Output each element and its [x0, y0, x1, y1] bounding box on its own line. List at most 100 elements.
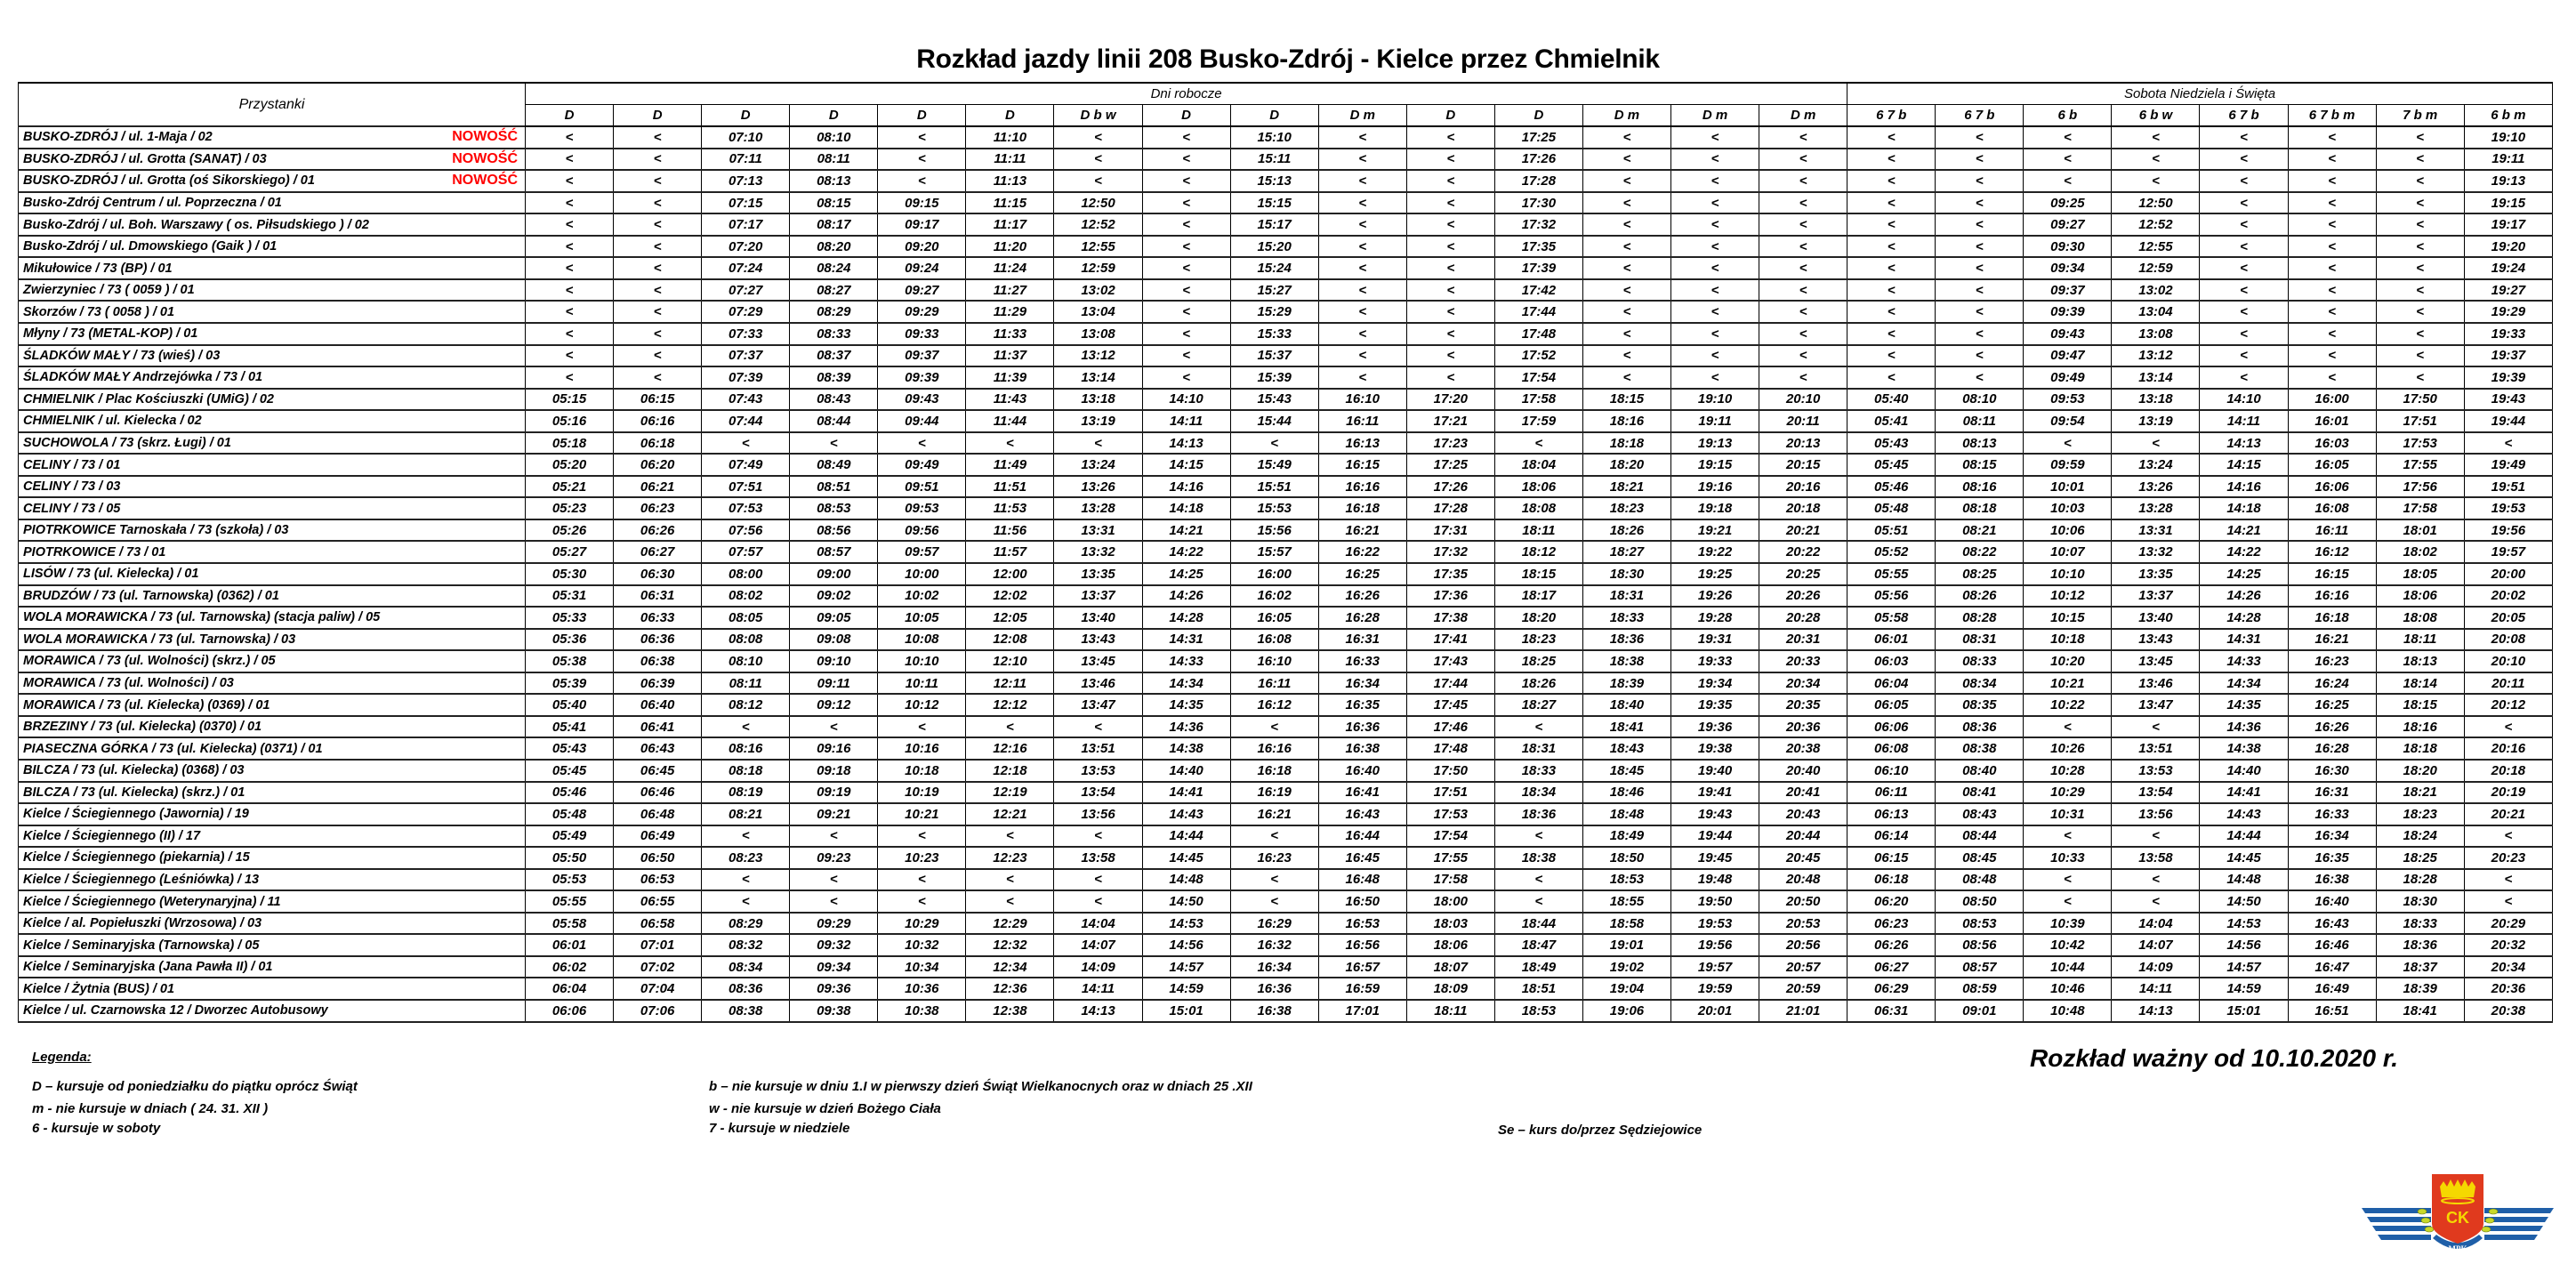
departure-time-cell: 18:18: [2375, 737, 2465, 761]
departure-time-cell: 20:15: [1759, 453, 1848, 477]
departure-time-cell: 16:11: [2287, 518, 2377, 543]
departure-time-cell: 18:28: [2375, 867, 2465, 892]
departure-time-cell: 18:00: [1405, 890, 1495, 914]
stop-name-cell: CELINY / 73 / 03: [18, 474, 526, 499]
departure-time-cell: 08:44: [789, 409, 879, 433]
departure-time-cell: <: [1317, 234, 1407, 259]
departure-time-cell: 14:10: [2199, 387, 2289, 412]
departure-time-cell: 20:43: [1759, 802, 1848, 826]
departure-time-cell: 18:44: [1493, 911, 1583, 936]
departure-time-cell: 18:12: [1493, 540, 1583, 565]
departure-time-cell: 19:35: [1670, 693, 1760, 717]
departure-time-cell: 13:32: [1053, 540, 1143, 565]
departure-time-cell: 14:36: [2199, 714, 2289, 739]
stop-name: Busko-Zdrój Centrum / ul. Poprzeczna / 0…: [23, 196, 282, 210]
departure-time-cell: 19:31: [1670, 627, 1760, 652]
departure-time-cell: <: [1759, 147, 1848, 172]
stop-name: Kielce / Ściegiennego (piekarnia) / 15: [23, 850, 250, 865]
departure-time-cell: 18:26: [1582, 518, 1672, 543]
departure-time-cell: 18:21: [2375, 780, 2465, 805]
departure-time-cell: 18:47: [1493, 933, 1583, 957]
departure-time-cell: 07:04: [613, 977, 703, 1001]
departure-time-cell: 06:29: [1847, 977, 1936, 1001]
departure-time-cell: <: [1759, 322, 1848, 346]
departure-time-cell: 19:43: [1670, 802, 1760, 826]
departure-time-cell: 11:39: [965, 366, 1055, 390]
table-row: MORAWICA / 73 (ul. Kielecka) (0369) / 01…: [18, 693, 2554, 717]
departure-time-cell: 09:02: [789, 584, 879, 608]
departure-time-cell: 08:41: [1935, 780, 2025, 805]
departure-time-cell: 20:40: [1759, 758, 1848, 783]
stop-name: PIOTRKOWICE Tarnoskała / 73 (szkoła) / 0…: [23, 523, 289, 538]
departure-time-cell: 10:26: [2023, 737, 2113, 761]
departure-time-cell: 09:27: [877, 278, 967, 302]
departure-time-cell: 14:33: [2199, 649, 2289, 673]
departure-time-cell: 13:40: [2111, 606, 2201, 630]
departure-time-cell: <: [1847, 322, 1936, 346]
departure-time-cell: 05:15: [524, 387, 615, 412]
column-header: 6 7 b: [1847, 104, 1936, 128]
departure-time-cell: <: [613, 366, 703, 390]
departure-time-cell: 13:31: [1053, 518, 1143, 543]
departure-time-cell: 16:32: [1229, 933, 1319, 957]
departure-time-cell: 16:18: [1317, 496, 1407, 520]
departure-time-cell: 05:48: [524, 802, 615, 826]
departure-time-cell: 06:55: [613, 890, 703, 914]
departure-time-cell: 08:57: [1935, 954, 2025, 979]
departure-time-cell: 13:51: [1053, 737, 1143, 761]
departure-time-cell: <: [524, 213, 615, 237]
departure-time-cell: 16:08: [2287, 496, 2377, 520]
departure-time-cell: 19:57: [2463, 540, 2554, 565]
departure-time-cell: 08:10: [1935, 387, 2025, 412]
departure-time-cell: <: [1759, 125, 1848, 149]
stop-name: Kielce / Seminaryjska (Tarnowska) / 05: [23, 938, 260, 953]
departure-time-cell: 20:25: [1759, 562, 1848, 586]
table-row: CHMIELNIK / Plac Kościuszki (UMiG) / 02 0…: [18, 387, 2554, 412]
departure-time-cell: 16:10: [1229, 649, 1319, 673]
departure-time-cell: 18:38: [1582, 649, 1672, 673]
departure-time-cell: 16:15: [1317, 453, 1407, 477]
departure-time-cell: 13:51: [2111, 737, 2201, 761]
departure-time-cell: <: [1935, 322, 2025, 346]
departure-time-cell: 05:38: [524, 649, 615, 673]
departure-time-cell: 05:45: [1847, 453, 1936, 477]
departure-time-cell: <: [613, 256, 703, 280]
departure-time-cell: 19:33: [2463, 322, 2554, 346]
departure-time-cell: 14:28: [1141, 606, 1231, 630]
departure-time-cell: <: [524, 125, 615, 149]
stop-name-cell: BRZEZINY / 73 (ul. Kielecka) (0370) / 01: [18, 714, 526, 739]
stop-name-cell: BILCZA / 73 (ul. Kielecka) (skrz.) / 01: [18, 780, 526, 805]
departure-time-cell: 14:44: [2199, 824, 2289, 849]
departure-time-cell: 08:13: [1935, 431, 2025, 455]
departure-time-cell: 13:04: [2111, 300, 2201, 324]
departure-time-cell: 17:51: [1405, 780, 1495, 805]
departure-time-cell: 06:50: [613, 846, 703, 870]
departure-time-cell: 07:10: [701, 125, 791, 149]
departure-time-cell: 20:18: [1759, 496, 1848, 520]
departure-time-cell: 05:50: [524, 846, 615, 870]
departure-time-cell: 19:22: [1670, 540, 1760, 565]
departure-time-cell: 14:56: [2199, 933, 2289, 957]
departure-time-cell: 20:05: [2463, 606, 2554, 630]
departure-time-cell: 08:50: [1935, 890, 2025, 914]
departure-time-cell: 14:48: [1141, 867, 1231, 892]
departure-time-cell: 18:58: [1582, 911, 1672, 936]
departure-time-cell: 10:03: [2023, 496, 2113, 520]
table-row: MORAWICA / 73 (ul. Wolności) (skrz.) / 0…: [18, 649, 2554, 673]
departure-time-cell: 18:53: [1493, 998, 1583, 1023]
departure-time-cell: 09:39: [877, 366, 967, 390]
departure-time-cell: 06:08: [1847, 737, 1936, 761]
departure-time-cell: 18:39: [2375, 977, 2465, 1001]
departure-time-cell: 16:33: [1317, 649, 1407, 673]
departure-time-cell: 06:14: [1847, 824, 1936, 849]
departure-time-cell: 17:52: [1493, 343, 1583, 368]
departure-time-cell: 08:53: [1935, 911, 2025, 936]
table-row: Skorzów / 73 ( 0058 ) / 01 < <07:29 08:29 09…: [18, 300, 2554, 324]
departure-time-cell: 07:24: [701, 256, 791, 280]
departure-time-cell: 19:28: [1670, 606, 1760, 630]
departure-time-cell: <: [1317, 256, 1407, 280]
table-row: Kielce / Seminaryjska (Tarnowska) / 05 06…: [18, 933, 2554, 957]
departure-time-cell: 09:15: [877, 190, 967, 215]
departure-time-cell: <: [2199, 343, 2289, 368]
departure-time-cell: <: [1582, 278, 1672, 302]
